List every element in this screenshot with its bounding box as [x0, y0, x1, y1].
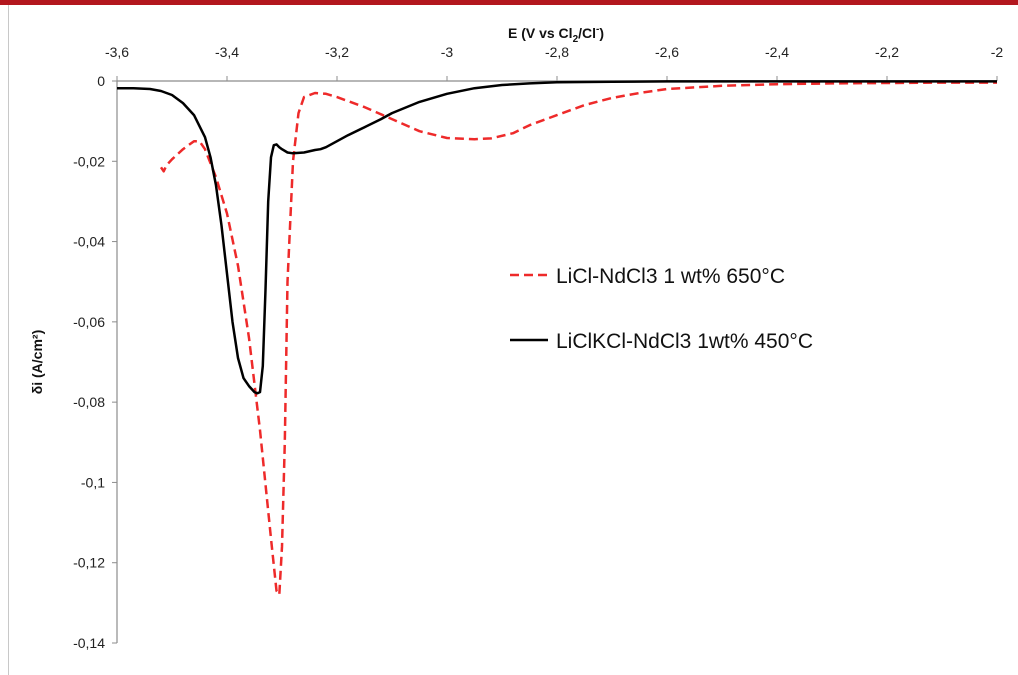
y-tick-label: -0,08	[73, 394, 105, 410]
x-axis-title-subscript: 2	[573, 34, 579, 45]
y-tick-label: -0,04	[73, 234, 105, 250]
x-axis-title-superscript: -	[596, 24, 599, 35]
x-tick-label: -3	[441, 44, 454, 60]
series-line-1	[159, 81, 997, 597]
y-tick-label: -0,1	[81, 474, 105, 490]
y-axis-title: δi (A/cm²)	[29, 330, 45, 395]
y-tick-label: -0,14	[73, 635, 105, 651]
legend-label-1: LiCl-NdCl3 1 wt% 650°C	[556, 265, 785, 288]
y-tick-label: -0,06	[73, 314, 105, 330]
x-tick-label: -2,8	[545, 44, 569, 60]
x-axis-title-text: E (V vs Cl2/Cl-)	[508, 24, 604, 45]
axes-group: -3,6 -3,4 -3,2 -3 -2,8 -2,6 -2,4 -2,2 -2 0 -0,02 -0…	[73, 44, 1003, 651]
series-line-2	[117, 80, 997, 395]
x-tick-label: -2,2	[875, 44, 899, 60]
x-axis-title: E (V vs Cl2/Cl-)	[508, 24, 604, 45]
y-tick-label: -0,02	[73, 153, 105, 169]
legend-label-2: LiClKCl-NdCl3 1wt% 450°C	[556, 330, 813, 353]
x-tick-label: -3,2	[325, 44, 349, 60]
y-tick-label: -0,12	[73, 555, 105, 571]
top-accent-bar	[0, 0, 1018, 5]
x-tick-label: -2,4	[765, 44, 789, 60]
legend: LiCl-NdCl3 1 wt% 650°C LiClKCl-NdCl3 1wt%…	[510, 265, 813, 353]
x-tick-label: -2,6	[655, 44, 679, 60]
x-tick-label: -3,4	[215, 44, 239, 60]
x-axis-title-main: E (V vs Cl	[508, 25, 573, 41]
y-tick-label: 0	[97, 73, 105, 89]
x-tick-label: -2	[991, 44, 1004, 60]
x-axis-title-mid: /Cl	[578, 25, 596, 41]
x-axis-title-end: )	[599, 25, 604, 41]
series-group	[117, 80, 997, 597]
left-edge-rule	[8, 5, 9, 675]
x-tick-label: -3,6	[105, 44, 129, 60]
